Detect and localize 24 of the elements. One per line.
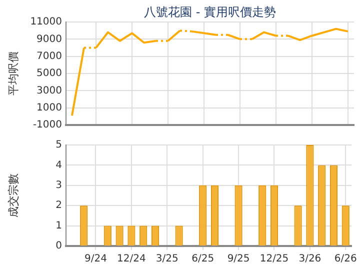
y-tick-label: 7000: [36, 50, 62, 62]
x-tick-label: 6/25: [192, 254, 214, 265]
x-tick-label: 3/25: [156, 254, 178, 265]
y-tick-label: 1: [56, 220, 62, 232]
x-tick-label: 9/24: [84, 254, 107, 265]
y-axis-title: 成交宗數: [6, 174, 20, 218]
y-tick-label: -1000: [32, 120, 62, 131]
y-tick-label: 4: [56, 160, 62, 171]
y-tick-label: 0: [56, 240, 62, 252]
y-tick-label: 2: [56, 200, 62, 212]
y-tick-label: 1000: [36, 102, 62, 114]
x-tick-label: 3/26: [298, 254, 322, 265]
x-tick-label: 12/25: [260, 254, 289, 265]
y-tick-label: 5: [56, 140, 62, 151]
chart-title: 八號花園 - 實用呎價走勢: [143, 4, 277, 21]
y-tick-label: 3000: [36, 85, 62, 96]
y-axis-title: 平均呎價: [6, 52, 20, 96]
y-tick-label: 5000: [36, 68, 62, 80]
y-tick-label: 11000: [30, 16, 62, 28]
y-tick-label: 9000: [36, 34, 62, 45]
y-tick-label: 3: [56, 180, 62, 191]
x-tick-label: 9/25: [227, 254, 250, 265]
x-tick-label: 12/24: [117, 254, 146, 265]
x-tick-label: 6/26: [334, 254, 357, 265]
